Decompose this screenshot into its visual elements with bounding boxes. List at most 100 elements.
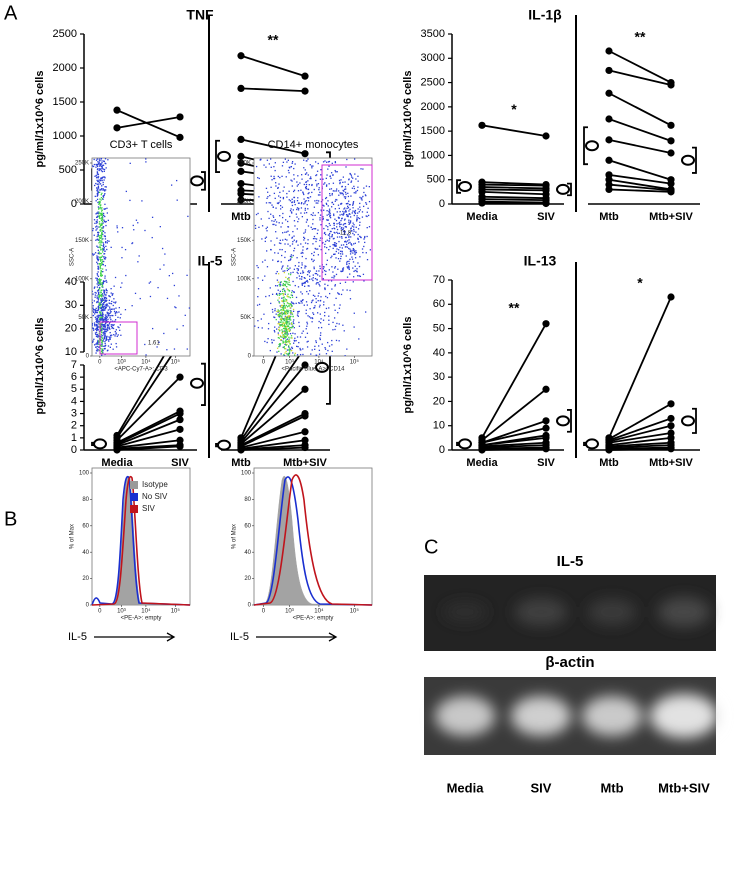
event-dot — [141, 200, 143, 202]
x-axis-label: <Pacific Blue-A>: CD14 — [281, 367, 345, 373]
event-dot — [257, 326, 260, 329]
event-dot — [317, 248, 319, 250]
event-dot — [273, 177, 276, 180]
event-dot — [285, 176, 287, 178]
event-dot — [96, 329, 98, 331]
pair-line — [481, 181, 547, 186]
event-dot — [168, 275, 170, 277]
event-dot — [106, 330, 108, 332]
event-dot — [291, 349, 293, 352]
event-dot — [98, 296, 100, 298]
event-dot — [104, 345, 106, 347]
event-dot — [353, 249, 355, 251]
event-dot — [322, 218, 325, 220]
event-dot — [250, 350, 251, 351]
event-dot — [287, 243, 289, 245]
event-dot — [323, 232, 326, 235]
event-dot — [99, 252, 101, 254]
event-dot — [314, 237, 316, 240]
y-tick-label: 50K — [240, 315, 251, 321]
event-dot — [322, 278, 324, 280]
event-dot — [286, 196, 288, 198]
event-dot — [99, 165, 101, 167]
event-dot — [278, 346, 280, 348]
event-dot — [331, 350, 333, 352]
event-dot — [96, 245, 98, 247]
event-dot — [319, 304, 321, 306]
event-dot — [113, 298, 115, 300]
event-dot — [319, 194, 321, 196]
event-dot — [283, 335, 286, 337]
event-dot — [296, 354, 299, 356]
event-dot — [98, 294, 100, 296]
event-dot — [290, 335, 293, 337]
event-dot — [328, 165, 330, 167]
event-dot — [277, 252, 279, 254]
y-tick-label: 7 — [71, 359, 77, 371]
event-dot — [283, 333, 286, 335]
event-dot — [278, 297, 280, 299]
event-dot — [350, 174, 353, 176]
event-dot — [325, 240, 327, 243]
event-dot — [343, 330, 345, 332]
event-dot — [284, 315, 287, 317]
event-dot — [327, 205, 329, 207]
event-dot — [356, 220, 358, 222]
event-dot — [340, 203, 342, 205]
event-dot — [101, 343, 103, 345]
event-dot — [99, 179, 102, 182]
event-dot — [314, 345, 316, 348]
event-dot — [280, 321, 282, 323]
event-dot — [285, 339, 287, 341]
event-dot — [340, 193, 342, 195]
event-dot — [97, 249, 99, 252]
event-dot — [98, 279, 101, 282]
event-dot — [97, 318, 99, 321]
event-dot — [266, 266, 269, 268]
event-dot — [316, 183, 318, 185]
event-dot — [275, 224, 277, 226]
event-dot — [99, 282, 101, 284]
pair-line — [608, 92, 672, 127]
event-dot — [353, 276, 355, 278]
mean-marker — [458, 181, 472, 193]
event-dot — [103, 289, 106, 292]
x-tick-label: Mtb+SIV — [649, 211, 693, 223]
event-dot — [317, 200, 320, 202]
event-dot — [257, 177, 259, 179]
event-dot — [334, 328, 336, 331]
event-dot — [283, 313, 285, 315]
event-dot — [99, 313, 102, 315]
event-dot — [297, 202, 300, 204]
event-dot — [282, 325, 284, 327]
event-dot — [287, 321, 289, 323]
event-dot — [121, 257, 123, 259]
event-dot — [306, 274, 309, 276]
event-dot — [102, 325, 104, 327]
event-dot — [102, 332, 104, 334]
event-dot — [284, 304, 286, 307]
event-dot — [277, 202, 279, 205]
event-dot — [102, 164, 105, 166]
event-dot — [300, 207, 303, 209]
event-dot — [233, 241, 234, 242]
event-dot — [317, 282, 319, 284]
event-dot — [113, 285, 115, 287]
event-dot — [298, 218, 300, 220]
event-dot — [285, 326, 287, 328]
event-dot — [101, 337, 104, 339]
event-dot — [290, 294, 292, 296]
event-dot — [107, 318, 109, 320]
event-dot — [288, 336, 290, 338]
event-dot — [303, 183, 305, 186]
y-tick-label: 6 — [71, 371, 77, 383]
event-dot — [100, 306, 103, 309]
event-dot — [97, 239, 99, 241]
event-dot — [258, 303, 261, 306]
event-dot — [342, 269, 344, 271]
event-dot — [94, 311, 97, 313]
event-dot — [296, 257, 298, 259]
mean-marker — [217, 439, 231, 451]
event-dot — [274, 285, 277, 287]
event-dot — [288, 277, 290, 279]
